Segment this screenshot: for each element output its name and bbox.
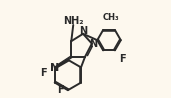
Text: N: N bbox=[79, 26, 87, 36]
Text: N: N bbox=[89, 39, 97, 49]
Text: F: F bbox=[41, 68, 47, 78]
Text: NH₂: NH₂ bbox=[63, 16, 83, 26]
Text: CH₃: CH₃ bbox=[102, 13, 119, 22]
Text: N: N bbox=[50, 63, 59, 73]
Text: F: F bbox=[119, 54, 126, 64]
Text: F: F bbox=[57, 85, 63, 95]
